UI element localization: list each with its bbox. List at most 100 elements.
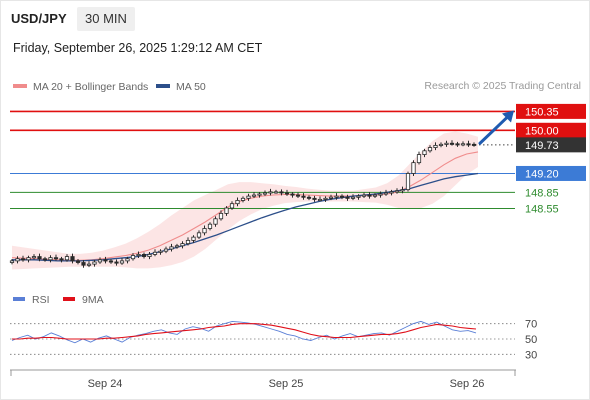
- candle-body: [460, 143, 466, 146]
- arrow-head: [502, 110, 514, 123]
- legend-label: MA 50: [176, 81, 206, 93]
- last-tag: [516, 137, 586, 153]
- candle-body: [411, 162, 416, 174]
- x-axis: Sep 24 Sep 25 Sep 26: [10, 369, 516, 390]
- candle-body: [350, 196, 356, 199]
- x-tick-label: Sep 26: [450, 378, 485, 390]
- candle-body: [466, 143, 471, 146]
- candle-body: [196, 232, 202, 238]
- candle-body: [449, 142, 455, 145]
- candle-body: [279, 191, 284, 194]
- pivot-tag: [516, 165, 586, 181]
- candle-body: [9, 260, 15, 263]
- candle-body: [152, 251, 158, 255]
- candle-body: [246, 195, 251, 199]
- candle-body: [108, 260, 114, 263]
- candle-body: [163, 248, 169, 252]
- candle-body: [136, 254, 141, 257]
- candle-body: [405, 173, 411, 191]
- rsi-legend-swatch: [63, 297, 75, 301]
- candle-body: [339, 195, 345, 198]
- rsi-line: [11, 320, 477, 344]
- candle-body: [75, 260, 81, 263]
- ma50-line: [12, 172, 479, 262]
- candle-body: [268, 191, 273, 194]
- level-tags: 150.35 150.00 149.73 149.20 148.85 148.55: [516, 103, 586, 216]
- rsi-tick-label: 50: [525, 334, 537, 346]
- candle-body: [70, 256, 75, 262]
- research-credit: Research © 2025 Trading Central: [424, 80, 581, 92]
- candle-body: [251, 194, 257, 197]
- candle-body: [185, 239, 191, 245]
- candle-body: [317, 198, 323, 201]
- candle-body: [59, 258, 64, 261]
- pivot-tag-label: 149.20: [525, 168, 559, 180]
- main-legend: MA 20 + Bollinger Bands MA 50: [13, 81, 206, 93]
- legend-swatch: [13, 84, 27, 88]
- candle-body: [224, 207, 229, 214]
- rsi-tick-label: 70: [525, 319, 537, 331]
- candle-body: [433, 144, 438, 148]
- candle-body: [312, 197, 317, 200]
- candle-body: [416, 154, 422, 164]
- candle-body: [273, 191, 279, 194]
- legend-label: MA 20 + Bollinger Bands: [33, 81, 148, 93]
- candle-body: [218, 212, 224, 220]
- x-tick-label: Sep 25: [269, 378, 304, 390]
- candle-body: [213, 218, 218, 225]
- interval-tab[interactable]: 30 MIN: [77, 7, 135, 31]
- candle-body: [180, 243, 185, 247]
- candle-body: [345, 196, 350, 199]
- candle-body: [328, 196, 334, 199]
- candle-body: [48, 257, 53, 261]
- support-label: 148.85: [525, 187, 559, 199]
- candle-body: [367, 194, 372, 197]
- support-label: 148.55: [525, 204, 559, 216]
- candle-body: [334, 195, 339, 198]
- candle-body: [130, 255, 136, 260]
- candle-body: [284, 192, 290, 195]
- candle-body: [42, 258, 48, 261]
- rsi-legend-label: 9MA: [82, 294, 104, 306]
- candle-body: [119, 260, 125, 264]
- candle-body: [378, 193, 383, 196]
- candle-body: [323, 197, 328, 200]
- candle-body: [361, 194, 367, 197]
- candle-body: [202, 228, 207, 234]
- candle-body: [114, 261, 119, 264]
- candle-body: [290, 193, 295, 196]
- candle-body: [174, 245, 180, 248]
- symbol-tab[interactable]: USD/JPY: [11, 11, 67, 26]
- candle-body: [31, 256, 37, 259]
- rsi-tick-label: 30: [525, 349, 537, 361]
- candle-body: [86, 263, 92, 266]
- candle-body: [125, 258, 130, 262]
- arrow-shaft: [478, 115, 509, 145]
- candle-body: [262, 192, 268, 195]
- candle-body: [53, 257, 59, 260]
- candle-body: [455, 143, 460, 146]
- candle-body: [389, 191, 394, 194]
- candle-body: [37, 256, 42, 260]
- timestamp: Friday, September 26, 2025 1:29:12 AM CE…: [13, 41, 263, 55]
- rsi-panel: RSI 9MA 70 50 30: [10, 294, 537, 361]
- candle-body: [444, 142, 449, 145]
- resistance-tag: [516, 122, 586, 138]
- candle-body: [372, 194, 378, 197]
- candle-body: [20, 258, 26, 261]
- candle-body: [235, 200, 240, 205]
- candle-body: [240, 197, 246, 201]
- candle-body: [422, 150, 427, 155]
- candle-body: [141, 254, 147, 257]
- candle-body: [471, 143, 477, 146]
- candle-body: [97, 259, 103, 263]
- candle-body: [169, 246, 174, 250]
- candle-body: [383, 192, 389, 195]
- candle-body: [301, 195, 306, 198]
- candlestick-series: [9, 140, 477, 268]
- candle-body: [356, 195, 361, 198]
- candle-body: [394, 190, 400, 193]
- candle-body: [295, 194, 301, 197]
- candle-body: [207, 223, 213, 229]
